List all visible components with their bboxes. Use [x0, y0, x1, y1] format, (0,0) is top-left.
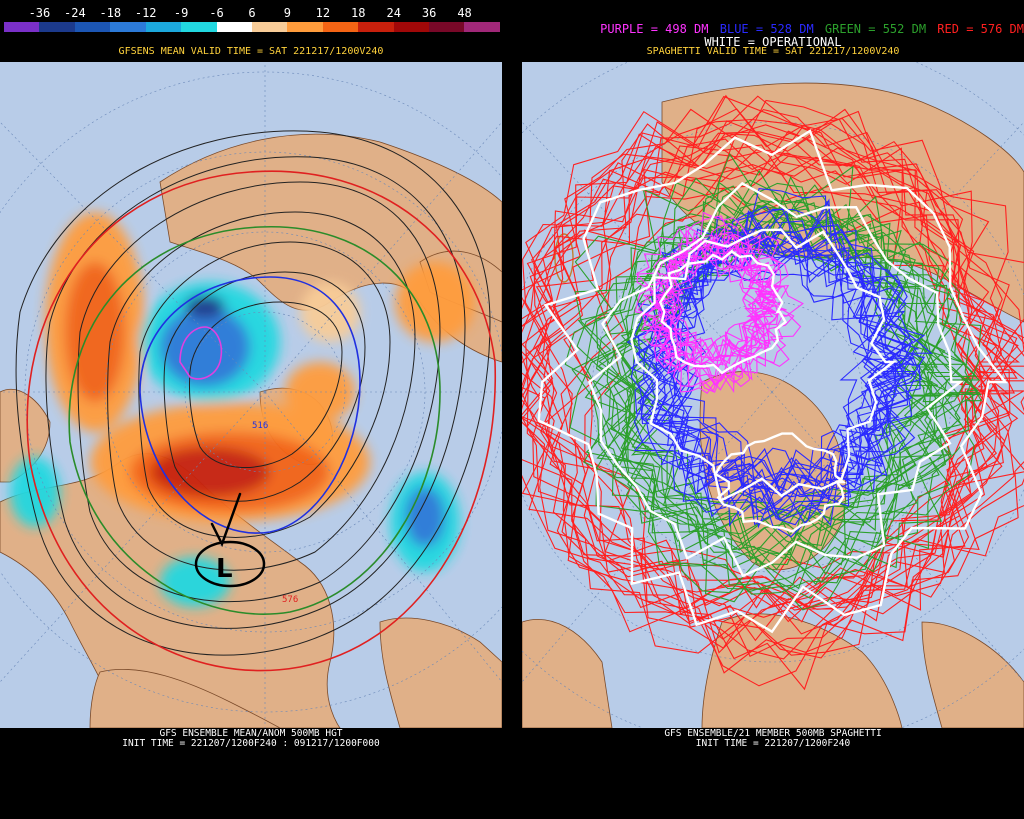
- purple-contour-line: [646, 233, 780, 363]
- color-scale-swatch: [251, 22, 288, 32]
- green-contour-line: [597, 211, 982, 576]
- legend-purple: PURPLE = 498 DM: [600, 22, 709, 36]
- red-contour-line: [538, 99, 1011, 628]
- color-scale-swatch: [393, 22, 430, 32]
- blue-contour-line: [658, 236, 895, 526]
- operational-contour-line: [537, 129, 1008, 634]
- color-scale-tick: 36: [421, 6, 437, 20]
- red-contour-line: [525, 123, 976, 687]
- mean-valid-time: GFSENS MEAN VALID TIME = SAT 221217/1200…: [118, 46, 384, 57]
- color-scale-tick: 24: [386, 6, 401, 20]
- height-contours: [15, 130, 491, 656]
- low-pressure-letter: L: [216, 554, 233, 584]
- legend-blue: BLUE = 528 DM: [719, 22, 814, 36]
- hand-drawn-low-annotation: L: [194, 492, 266, 588]
- color-scale-tick: -24: [64, 6, 86, 20]
- blue-contour-line: [640, 232, 918, 521]
- blue-contour-line: [666, 205, 898, 494]
- lat-lon-grid: [0, 62, 502, 728]
- spaghetti-map: [522, 62, 1024, 728]
- green-contour-line: [627, 223, 970, 547]
- spaghetti-footer-title: GFS ENSEMBLE/21 MEMBER 500MB SPAGHETTI: [664, 728, 882, 739]
- color-scale-tick: -12: [134, 6, 157, 20]
- color-scale-swatch: [216, 22, 252, 32]
- spaghetti-valid-time: SPAGHETTI VALID TIME = SAT 221217/1200V2…: [646, 46, 900, 57]
- operational-contour-line: [587, 181, 965, 578]
- mean-footer-init: INIT TIME = 221207/1200F240 : 091217/120…: [122, 738, 380, 749]
- color-scale-tick: 6: [248, 6, 256, 20]
- legend-red: RED = 576 DM: [937, 22, 1024, 36]
- red-contour-line: [522, 94, 1024, 674]
- red-contour-line: [563, 118, 1024, 658]
- color-scale-swatch: [145, 22, 182, 32]
- small-contour-loop: [554, 233, 574, 283]
- color-scale-swatch: [39, 22, 75, 32]
- color-scale-tick: -18: [99, 6, 122, 20]
- purple-contour-line: [634, 241, 776, 359]
- color-scale-ticks: -36 -24 -18 -12 -9 -6 6 9 12 18 24 36 48: [4, 6, 500, 20]
- operational-contour-line: [630, 228, 897, 503]
- color-scale-swatch: [287, 22, 323, 32]
- spaghetti-legend: PURPLE = 498 DM BLUE = 528 DM GREEN = 55…: [522, 22, 1024, 36]
- blue-contour-line: [629, 208, 905, 527]
- spaghetti-green-contours: [564, 152, 983, 611]
- red-contour-line: [522, 95, 1024, 640]
- color-scale-swatch: [429, 22, 465, 32]
- red-contour-line: [537, 108, 1024, 659]
- contour-label-516: 516: [252, 421, 268, 431]
- purple-contour-line: [667, 223, 779, 382]
- legend-white: WHITE = OPERATIONAL: [704, 35, 842, 49]
- spaghetti-map-svg: [522, 62, 1024, 728]
- color-scale-swatch: [4, 22, 40, 32]
- operational-contour-line: [714, 432, 847, 533]
- color-scale-swatch: [74, 22, 111, 32]
- spaghetti-footer-init: INIT TIME = 221207/1200F240: [695, 738, 851, 749]
- blue-contour-line: [630, 231, 897, 522]
- spaghetti-footer: GFS ENSEMBLE/21 MEMBER 500MB SPAGHETTI I…: [522, 729, 1024, 749]
- color-scale-tick: -9: [173, 6, 189, 20]
- green-contour-line: [571, 205, 934, 526]
- color-scale-tick: -6: [209, 6, 224, 20]
- color-scale-tick: 12: [315, 6, 331, 20]
- mean-footer: GFS ENSEMBLE MEAN/ANOM 500MB HGT INIT TI…: [0, 729, 502, 749]
- spaghetti-panel: PURPLE = 498 DM BLUE = 528 DM GREEN = 55…: [522, 0, 1024, 819]
- color-scale-swatch: [358, 22, 394, 32]
- operational-contour-line: [658, 249, 788, 375]
- anomaly-shading: [10, 212, 475, 607]
- color-scale-swatch: [322, 22, 359, 32]
- blue-contour-line: [634, 227, 896, 487]
- blue-contour-line: [637, 229, 926, 500]
- key-contours: [26, 170, 497, 672]
- mean-anomaly-map: 516 576 L: [0, 62, 502, 728]
- legend-green: GREEN = 552 DM: [824, 22, 927, 36]
- red-contour-line: [522, 124, 1019, 623]
- color-scale-tick: -36: [28, 6, 51, 20]
- spaghetti-operational-contours: [537, 129, 1008, 634]
- red-contour-line: [524, 144, 1024, 654]
- mean-footer-title: GFS ENSEMBLE MEAN/ANOM 500MB HGT: [159, 728, 343, 739]
- color-scale-swatch: [181, 22, 217, 32]
- color-scale-tick: 18: [351, 6, 366, 20]
- color-scale-tick: 9: [283, 6, 292, 20]
- purple-contour-line: [660, 234, 787, 381]
- mean-anomaly-map-svg: 516 576 L: [0, 62, 502, 728]
- color-scale-bar: [4, 22, 500, 32]
- green-contour-line: [577, 169, 946, 583]
- contour-label-576: 576: [282, 595, 298, 605]
- color-scale-swatch: [110, 22, 146, 32]
- color-scale-swatch: [464, 22, 500, 32]
- green-contour-line: [620, 199, 979, 568]
- spaghetti-red-contours: [522, 94, 1024, 691]
- blue-contour-line: [655, 241, 869, 513]
- ensemble-mean-anomaly-panel: -36 -24 -18 -12 -9 -6 6 9 12 18 24 36 48 GFSENS MEAN…: [0, 0, 502, 819]
- red-contour-line: [522, 185, 998, 615]
- spaghetti-purple-contours: [634, 211, 804, 394]
- red-contour-line: [522, 124, 1024, 609]
- green-contour-line: [618, 191, 981, 560]
- color-scale-tick: 48: [457, 6, 472, 20]
- red-contour-line: [522, 123, 1011, 609]
